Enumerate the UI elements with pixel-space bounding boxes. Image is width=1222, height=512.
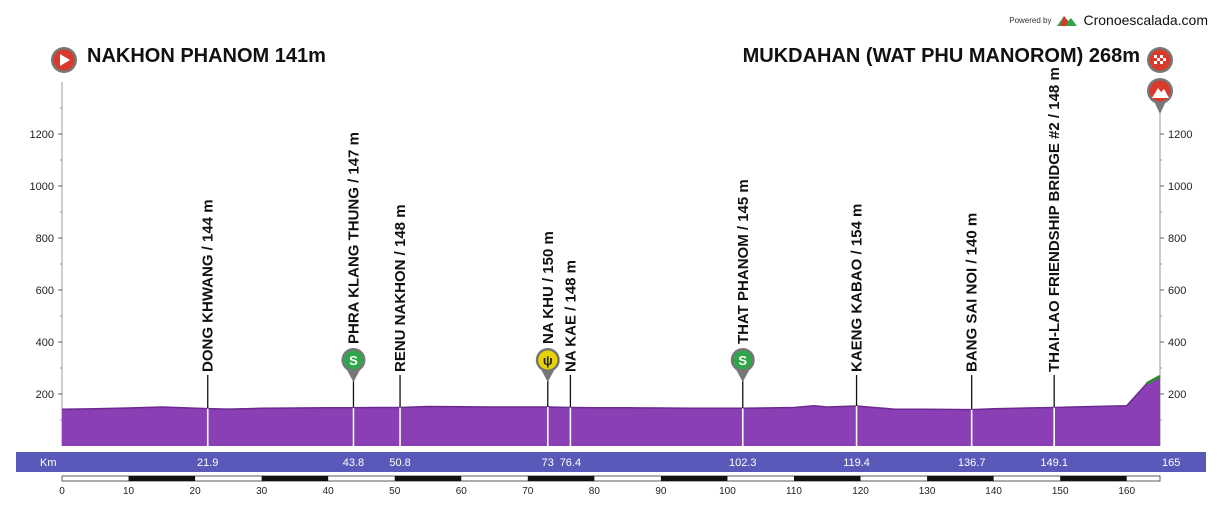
- feed-zone-icon-glyph: ψ: [543, 353, 553, 368]
- waypoint-label-2: RENU NAKHON / 148 m: [392, 204, 409, 372]
- x-tick-label: 100: [719, 486, 736, 497]
- y-tick-label-right: 200: [1168, 389, 1186, 401]
- x-tick-label: 110: [786, 486, 802, 497]
- km-bar: [16, 452, 1206, 472]
- waypoint-km-label-4: 76.4: [560, 457, 581, 469]
- waypoint-label-6: KAENG KABAO / 154 m: [849, 204, 866, 372]
- checkered-flag-cell: [1163, 58, 1166, 61]
- waypoint-label-3: NA KHU / 150 m: [540, 231, 557, 344]
- scale-segment: [794, 476, 861, 481]
- scale-segment: [1060, 476, 1127, 481]
- start-title: NAKHON PHANOM 141m: [87, 45, 326, 67]
- final-km-label: 165: [1162, 457, 1180, 469]
- y-tick-label-left: 800: [36, 233, 54, 245]
- waypoint-km-label-1: 43.8: [343, 457, 364, 469]
- y-tick-label-right: 400: [1168, 337, 1186, 349]
- sprint-icon: [733, 350, 753, 370]
- x-tick-label: 90: [655, 486, 667, 497]
- scale-segment: [128, 476, 196, 481]
- x-tick-label: 140: [985, 486, 1002, 497]
- y-tick-label-left: 1000: [30, 181, 54, 193]
- waypoint-label-7: BANG SAI NOI / 140 m: [964, 213, 981, 372]
- x-tick-label: 130: [919, 486, 936, 497]
- branding: Powered by Cronoescalada.com: [1009, 12, 1208, 28]
- distance-scale: [61, 475, 1161, 482]
- x-tick-label: 150: [1052, 486, 1069, 497]
- scale-segment: [660, 476, 728, 481]
- y-tick-label-right: 1200: [1168, 129, 1192, 141]
- site-name: Cronoescalada.com: [1083, 12, 1208, 28]
- x-tick-label: 40: [323, 486, 335, 497]
- waypoint-label-8: THAI-LAO FRIENDSHIP BRIDGE #2 / 148 m: [1046, 67, 1063, 372]
- waypoint-pin-5: [735, 369, 750, 382]
- waypoint-label-1: PHRA KLANG THUNG / 147 m: [345, 132, 362, 344]
- x-tick-label: 30: [256, 486, 268, 497]
- waypoint-pin-1: [346, 369, 361, 382]
- waypoint-km-label-2: 50.8: [389, 457, 410, 469]
- checkered-flag-cell: [1160, 61, 1163, 64]
- waypoint-km-label-6: 119.4: [843, 457, 870, 469]
- sprint-icon: [343, 350, 363, 370]
- y-tick-label-left: 600: [36, 285, 54, 297]
- y-tick-label-left: 1200: [30, 129, 54, 141]
- x-tick-label: 160: [1118, 486, 1135, 497]
- km-axis-label: Km: [40, 457, 57, 469]
- powered-by-text: Powered by: [1009, 15, 1052, 25]
- scale-segment: [527, 476, 595, 481]
- mountain-icon: [1152, 88, 1169, 98]
- sprint-icon-glyph: S: [738, 353, 747, 368]
- waypoint-km-label-3: 73: [542, 457, 554, 469]
- x-tick-label: 80: [589, 486, 601, 497]
- waypoint-label-0: DONG KHWANG / 144 m: [200, 199, 217, 372]
- x-tick-label: 50: [389, 486, 401, 497]
- y-tick-label-right: 600: [1168, 285, 1186, 297]
- profile-area: [62, 376, 1160, 446]
- y-tick-label-left: 200: [36, 389, 54, 401]
- x-tick-label: 60: [456, 486, 468, 497]
- waypoint-pin-3: [540, 369, 555, 382]
- y-tick-label-right: 1000: [1168, 181, 1192, 193]
- y-tick-label-left: 400: [36, 337, 54, 349]
- y-tick-label-right: 800: [1168, 233, 1186, 245]
- waypoint-km-label-0: 21.9: [197, 457, 218, 469]
- x-tick-label: 120: [852, 486, 869, 497]
- waypoint-label-5: THAT PHANOM / 145 m: [735, 179, 752, 344]
- sprint-icon-glyph: S: [349, 353, 358, 368]
- finish-title: MUKDAHAN (WAT PHU MANOROM) 268m: [742, 45, 1140, 67]
- scale-segment: [394, 476, 462, 481]
- waypoint-km-label-7: 136.7: [958, 457, 986, 469]
- scale-segment: [261, 476, 329, 481]
- feed-zone-icon: [538, 350, 558, 370]
- x-tick-label: 0: [59, 486, 65, 497]
- x-tick-label: 20: [190, 486, 202, 497]
- final-climb-segment: [1145, 374, 1161, 385]
- profile-line: [61, 375, 1161, 411]
- waypoint-km-label-5: 102.3: [729, 457, 757, 469]
- x-tick-label: 70: [522, 486, 534, 497]
- mountain-logo-icon: [1057, 16, 1078, 26]
- checkered-flag-cell: [1154, 55, 1157, 58]
- checkered-flag-cell: [1154, 61, 1157, 64]
- play-icon: [60, 54, 70, 66]
- waypoint-km-label-8: 149.1: [1040, 457, 1068, 469]
- scale-segment: [927, 476, 994, 481]
- checkered-flag-cell: [1160, 55, 1163, 58]
- waypoint-label-4: NA KAE / 148 m: [562, 260, 579, 372]
- x-tick-label: 10: [123, 486, 135, 497]
- checkered-flag-cell: [1157, 58, 1160, 61]
